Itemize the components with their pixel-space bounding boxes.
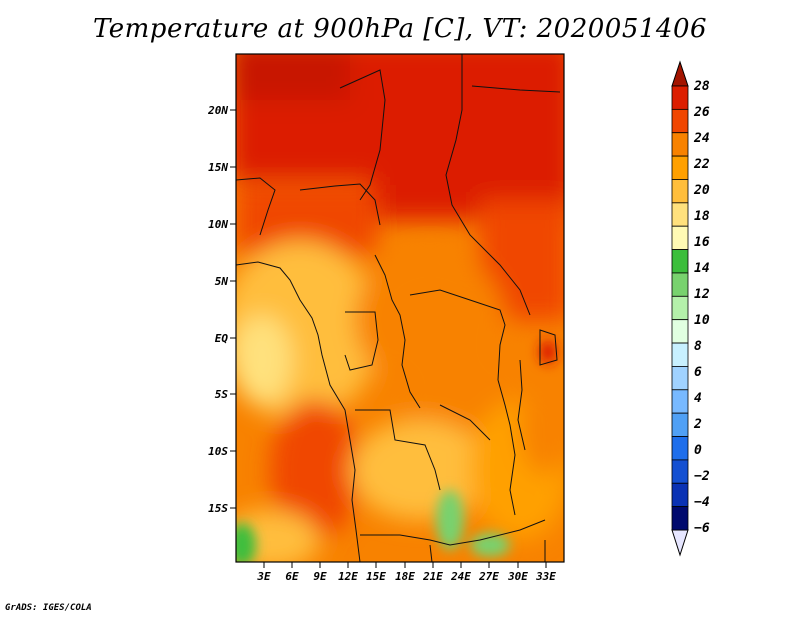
- lat-label: EQ: [215, 332, 229, 345]
- lon-label: 9E: [313, 570, 327, 583]
- colorbar-swatch: [671, 342, 689, 367]
- map-frame: [235, 53, 565, 563]
- colorbar-swatch: [671, 295, 689, 321]
- colorbar-label: 20: [693, 183, 710, 198]
- colorbar-label: −6: [694, 521, 710, 536]
- lon-label: 6E: [285, 570, 299, 583]
- temperature-field: [236, 54, 564, 562]
- lat-label: 10S: [208, 445, 228, 458]
- lon-label: 21E: [422, 570, 443, 583]
- colorbar-label: 18: [694, 209, 710, 224]
- colorbar-label: −4: [694, 495, 710, 510]
- lat-label: 15S: [208, 502, 228, 515]
- colorbar-swatch: [671, 225, 689, 250]
- longitude-axis: 3E 6E 9E 12E 15E 18E 21E 24E 27E 30E 33E: [256, 562, 556, 583]
- colorbar-swatch: [671, 459, 689, 484]
- colorbar-label: 28: [693, 79, 710, 94]
- colorbar: 28 26 24 22 20 18 16 14 12 10 8 6 4 2 0 …: [671, 60, 710, 557]
- colorbar-label: 4: [694, 391, 702, 406]
- lat-label: 20N: [207, 104, 228, 117]
- colorbar-bottom-arrow: [671, 529, 689, 557]
- colorbar-label: 22: [693, 157, 710, 172]
- colorbar-swatch: [671, 506, 689, 531]
- colorbar-swatch: [671, 436, 689, 461]
- colorbar-label: 14: [694, 261, 710, 276]
- colorbar-swatch: [671, 249, 689, 274]
- lat-label: 10N: [208, 218, 228, 231]
- colorbar-swatch: [671, 319, 689, 344]
- colorbar-swatch: [671, 272, 689, 297]
- grads-credit: GrADS: IGES/COLA: [5, 603, 92, 613]
- colorbar-swatch: [671, 132, 689, 157]
- lon-label: 24E: [450, 570, 471, 583]
- colorbar-swatch: [671, 389, 689, 414]
- colorbar-swatch: [671, 85, 689, 110]
- colorbar-swatch: [671, 108, 689, 134]
- colorbar-swatch: [671, 155, 689, 180]
- colorbar-label: 0: [694, 443, 702, 458]
- lon-label: 27E: [478, 570, 499, 583]
- lon-label: 3E: [256, 570, 271, 583]
- colorbar-label: 24: [693, 131, 710, 146]
- latitude-axis: 20N 15N 10N 5N EQ 5S 10S 15S: [207, 104, 236, 515]
- colorbar-label: −2: [694, 469, 710, 484]
- colorbar-swatch: [671, 179, 689, 204]
- colorbar-label: 6: [694, 365, 702, 380]
- colorbar-label: 10: [694, 313, 710, 328]
- lat-label: 15N: [208, 161, 228, 174]
- colorbar-label: 16: [694, 235, 710, 250]
- lon-label: 33E: [535, 570, 556, 583]
- colorbar-label: 26: [693, 105, 710, 120]
- colorbar-top-arrow: [671, 60, 689, 87]
- lon-label: 15E: [366, 570, 386, 583]
- colorbar-swatch: [671, 412, 689, 437]
- colorbar-label: 2: [693, 417, 702, 432]
- map-title: Temperature at 900hPa [C], VT: 202005140…: [92, 14, 708, 44]
- lon-label: 18E: [395, 570, 415, 583]
- colorbar-swatch: [671, 482, 689, 508]
- colorbar-label: 8: [694, 339, 702, 354]
- country-boundaries: [236, 54, 561, 562]
- lon-label: 12E: [338, 570, 358, 583]
- colorbar-label: 12: [694, 287, 710, 302]
- colorbar-swatch: [671, 202, 689, 227]
- lat-label: 5S: [215, 388, 229, 401]
- lat-label: 5N: [215, 275, 229, 288]
- lon-label: 30E: [507, 570, 528, 583]
- colorbar-swatch: [671, 366, 689, 391]
